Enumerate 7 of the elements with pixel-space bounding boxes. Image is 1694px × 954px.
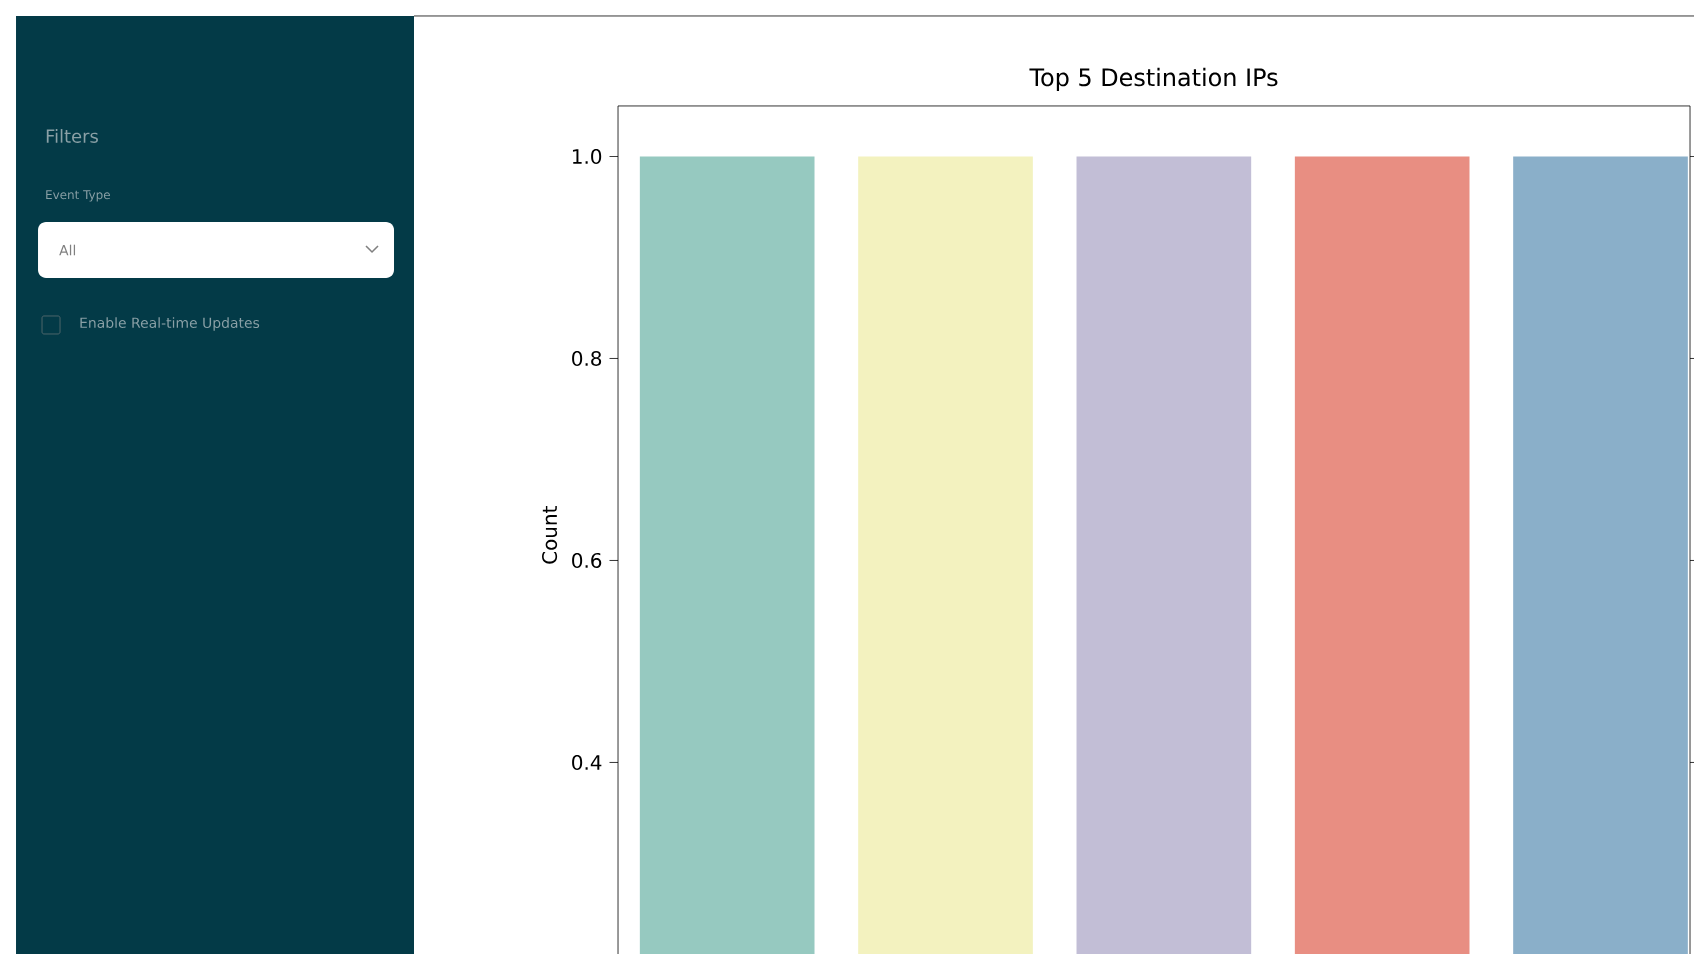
y-tick-label: 0.6	[572, 552, 602, 568]
y-axis-title: Count	[542, 506, 558, 564]
chart-title: Top 5 Destination IPs	[1029, 67, 1278, 91]
y-tick-label: 1.0	[572, 148, 602, 164]
y-tick-label: 0.8	[572, 350, 602, 366]
text: Filters	[46, 129, 98, 143]
y-tick-label: 0.4	[572, 754, 602, 770]
